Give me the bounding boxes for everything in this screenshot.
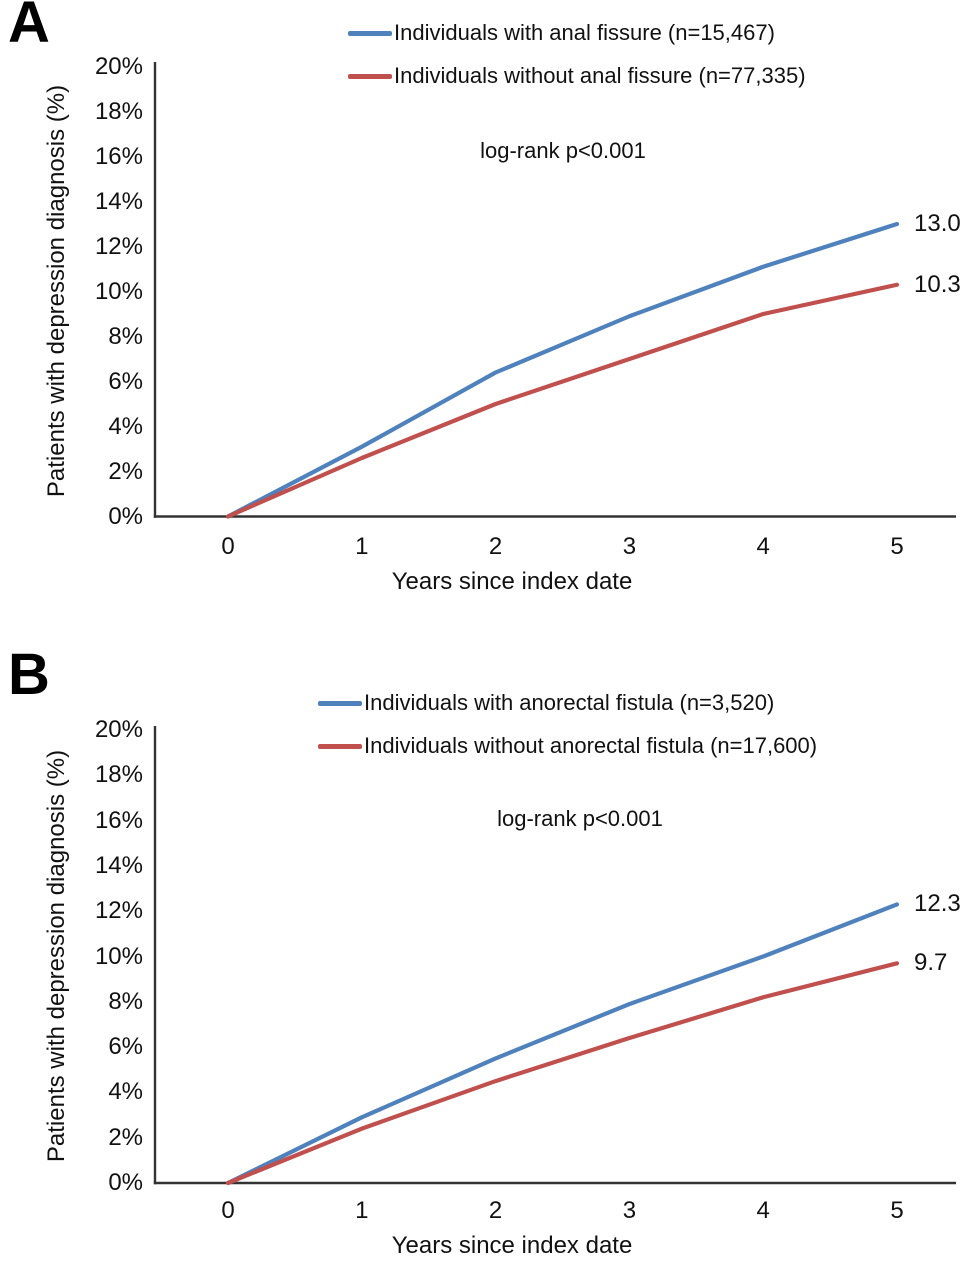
legend-item: Individuals with anorectal fistula (n=3,… [318, 688, 817, 718]
y-tick-label: 20% [94, 52, 143, 80]
legend-item: Individuals without anal fissure (n=77,3… [348, 61, 806, 91]
series-end-value-blue: 13.0 [914, 210, 961, 237]
x-tick-label: 0 [221, 533, 235, 560]
x-tick-label: 2 [488, 533, 503, 560]
series-line-1 [225, 282, 900, 519]
legend-line-swatch-blue [348, 30, 392, 36]
x-tick-label: 4 [756, 1197, 770, 1224]
y-tick-label: 16% [94, 806, 143, 834]
panel-label-a: A [8, 0, 50, 55]
legend-line-swatch-red [318, 743, 362, 749]
panel-b: B Individuals with anorectal fistula (n=… [0, 642, 968, 1264]
plot-area [153, 62, 956, 519]
x-tick-label: 3 [622, 1197, 637, 1224]
y-tick-label: 10% [94, 277, 143, 305]
y-tick-label: 16% [94, 142, 143, 170]
series-line-0 [225, 902, 900, 1186]
x-tick-label: 5 [890, 533, 904, 560]
y-tick-label: 12% [94, 897, 143, 925]
legend-item: Individuals without anorectal fistula (n… [318, 731, 817, 761]
x-tick-label: 1 [355, 533, 369, 560]
y-tick-label: 2% [108, 457, 143, 485]
y-tick-label: 18% [94, 761, 143, 789]
y-tick-label: 12% [94, 232, 143, 260]
legend-line-swatch-red [348, 73, 392, 79]
x-tick-label: 4 [756, 533, 770, 560]
y-tick-label: 10% [94, 942, 143, 970]
y-tick-label: 8% [108, 322, 143, 350]
legend: Individuals with anorectal fistula (n=3,… [318, 688, 817, 761]
x-tick-label: 1 [355, 1197, 369, 1224]
y-tick-label: 14% [94, 187, 143, 215]
x-tick-label: 0 [221, 1197, 235, 1224]
series-line-0 [225, 221, 900, 519]
series-end-value-red: 9.7 [914, 949, 948, 977]
legend-label: Individuals without anal fissure (n=77,3… [394, 63, 806, 88]
legend-label: Individuals with anorectal fistula (n=3,… [364, 690, 775, 715]
series-end-value-red: 10.3 [914, 270, 961, 298]
y-tick-label: 0% [108, 1169, 143, 1196]
y-tick-label: 2% [108, 1123, 143, 1151]
x-tick-label: 5 [890, 1197, 904, 1224]
legend-label: Individuals without anorectal fistula (n… [364, 733, 818, 758]
y-tick-label: 6% [108, 367, 143, 395]
panel-a: A Individuals with anal fissure (n=15,46… [8, 0, 961, 595]
x-axis-title: Years since index date [391, 1232, 633, 1259]
series-end-value-blue: 12.3 [914, 890, 961, 918]
y-tick-label: 8% [108, 987, 143, 1015]
x-axis-title: Years since index date [391, 568, 633, 595]
y-tick-label: 20% [94, 716, 143, 743]
y-tick-label: 4% [108, 1078, 143, 1106]
y-tick-label: 0% [108, 502, 143, 530]
legend-label: Individuals with anal fissure (n=15,467) [394, 20, 775, 45]
y-tick-label: 18% [94, 97, 143, 125]
log-rank-annotation: log-rank p<0.001 [497, 806, 663, 831]
log-rank-annotation: log-rank p<0.001 [480, 138, 646, 163]
y-tick-label: 6% [108, 1033, 143, 1061]
legend: Individuals with anal fissure (n=15,467)… [348, 18, 806, 91]
panel-label-b: B [8, 642, 50, 707]
legend-item: Individuals with anal fissure (n=15,467) [348, 18, 806, 48]
y-tick-label: 4% [108, 412, 143, 440]
x-tick-label: 3 [622, 533, 637, 560]
legend-line-swatch-blue [318, 700, 362, 706]
series-line-1 [225, 961, 900, 1186]
x-tick-label: 2 [488, 1197, 503, 1224]
plot-area [153, 726, 956, 1186]
y-tick-label: 14% [94, 851, 143, 879]
